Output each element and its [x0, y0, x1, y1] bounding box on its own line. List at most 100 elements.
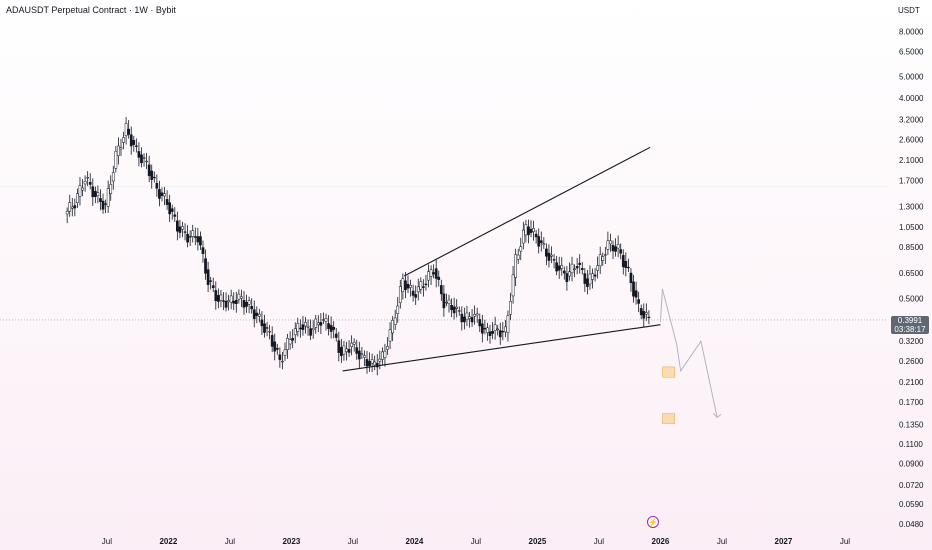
- candle-body: [158, 189, 161, 199]
- candle-body: [360, 353, 364, 355]
- x-tick-label: Jul: [594, 537, 604, 546]
- candle-body: [388, 329, 392, 342]
- candle-body: [306, 325, 310, 328]
- candle-body: [429, 269, 433, 277]
- candle-body: [519, 246, 523, 252]
- candle-body: [327, 323, 330, 329]
- y-tick-label: 0.1100: [899, 440, 923, 449]
- candle-body: [122, 137, 125, 143]
- candle-body: [183, 231, 187, 233]
- candle-body: [424, 283, 428, 286]
- candle-body: [432, 272, 435, 275]
- candle-body: [616, 244, 620, 249]
- candle-body: [150, 170, 154, 180]
- candle-body: [591, 273, 594, 280]
- candle-body: [340, 347, 343, 357]
- candle-body: [106, 188, 110, 207]
- price-axis: 8.0000 6.5000 5.0000 4.0000 3.2000 2.6000 2.10…: [899, 27, 924, 528]
- candle-body: [644, 312, 648, 315]
- candle-body: [468, 316, 471, 319]
- y-tick-label: 0.8500: [899, 243, 924, 252]
- y-tick-label: 0.0590: [899, 500, 924, 509]
- candle-body: [78, 185, 82, 197]
- candle-body: [129, 134, 133, 147]
- currency-label: USDT: [898, 6, 920, 15]
- candle-body: [609, 240, 612, 245]
- candle-body: [562, 270, 566, 274]
- candle-body: [117, 145, 120, 156]
- candle-body: [498, 330, 502, 338]
- candle-body: [511, 274, 515, 297]
- candle-body: [209, 280, 213, 282]
- candle-body: [293, 328, 297, 336]
- candle-body: [568, 271, 571, 277]
- candle-body: [268, 331, 271, 333]
- candle-body: [486, 327, 489, 333]
- candle-body: [229, 295, 233, 303]
- candle-body: [381, 351, 384, 360]
- candle-body: [619, 249, 623, 254]
- candle-body: [332, 326, 336, 330]
- candle-body: [629, 272, 633, 283]
- candle-body: [204, 258, 207, 274]
- candle-body: [422, 286, 425, 288]
- candle-body: [598, 254, 602, 267]
- candle-body: [639, 308, 643, 316]
- x-tick-label: 2025: [529, 537, 547, 546]
- y-tick-label: 2.1000: [899, 156, 924, 165]
- candle-body: [588, 273, 592, 285]
- candle-body: [637, 299, 640, 304]
- candle-body: [311, 328, 315, 331]
- candle-body: [547, 252, 551, 261]
- candle-body: [278, 354, 282, 360]
- candle-body: [478, 319, 482, 327]
- candle-body: [316, 322, 320, 326]
- candle-body: [96, 192, 100, 197]
- candle-body: [234, 299, 238, 305]
- candle-body: [132, 140, 136, 145]
- candle-body: [647, 316, 651, 319]
- candle-body: [258, 313, 261, 317]
- candle-body: [447, 299, 451, 305]
- candle-body: [532, 228, 535, 232]
- candle-body: [457, 310, 461, 312]
- y-tick-label: 6.5000: [899, 47, 924, 56]
- y-tick-label: 4.0000: [899, 94, 924, 103]
- x-tick-label: 2027: [775, 537, 793, 546]
- candle-body: [434, 268, 438, 279]
- y-tick-label: 1.0500: [899, 223, 924, 232]
- candle-body: [529, 229, 533, 233]
- candle-body: [163, 193, 166, 197]
- candle-body: [437, 276, 441, 280]
- candle-body: [114, 150, 118, 169]
- candle-body: [575, 266, 579, 269]
- candle-body: [383, 350, 387, 358]
- candle-body: [206, 269, 210, 285]
- candle-body: [342, 345, 346, 355]
- candle-body: [386, 346, 389, 350]
- candle-body: [324, 318, 328, 322]
- candle-body: [301, 324, 305, 330]
- candle-body: [509, 301, 512, 315]
- chart-title: ADAUSDT Perpetual Contract · 1W · Bybit: [6, 5, 176, 15]
- candle-body: [483, 327, 487, 330]
- candle-body: [222, 300, 225, 302]
- candle-body: [373, 361, 377, 366]
- x-tick-label: Jul: [840, 537, 850, 546]
- candle-body: [398, 286, 402, 303]
- candle-body: [573, 268, 576, 270]
- candle-body: [329, 325, 333, 332]
- candle-body: [465, 312, 469, 320]
- candle-body: [632, 281, 635, 297]
- candle-body: [81, 187, 84, 191]
- candle-body: [270, 335, 274, 347]
- candle-body: [309, 328, 312, 336]
- candle-body: [224, 300, 228, 308]
- candle-body: [86, 177, 90, 179]
- candle-body: [463, 316, 466, 323]
- x-tick-label: 2026: [652, 537, 670, 546]
- lightning-icon[interactable]: ⚡: [647, 516, 659, 528]
- candle-body: [76, 193, 79, 203]
